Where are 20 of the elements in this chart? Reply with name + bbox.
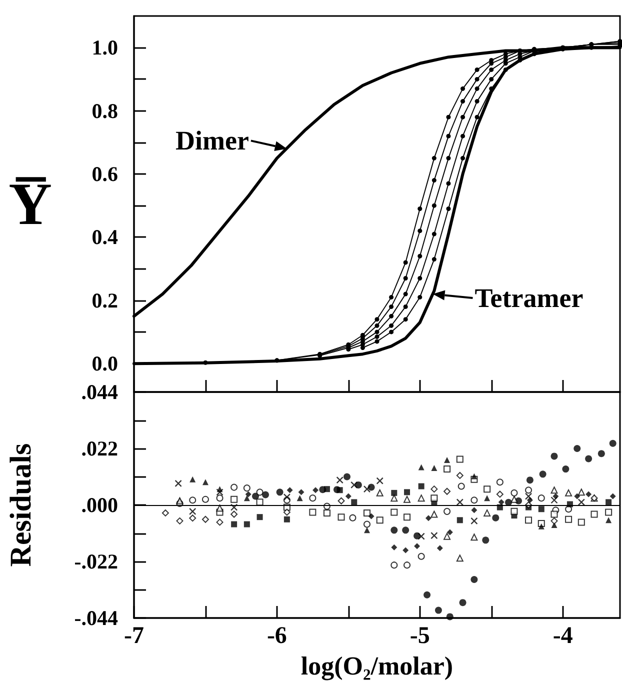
y-tick-label: .000 — [81, 493, 118, 517]
y-tick-label: .022 — [81, 436, 118, 460]
y-tick-label: 1.0 — [92, 36, 118, 60]
x-tick-label: -5 — [410, 623, 430, 649]
y-axis-title: Y̅ — [8, 171, 52, 237]
y-tick-label: 0.2 — [92, 288, 118, 312]
y-tick-label: 0.6 — [92, 162, 118, 186]
y-tick-label: -.022 — [74, 550, 118, 574]
y-tick-label: 0.8 — [92, 98, 118, 123]
y-tick-label: 0.4 — [92, 225, 118, 250]
annotation: Tetramer — [474, 283, 584, 314]
y-axis-title: Residuals — [4, 443, 38, 567]
x-tick-label: -6 — [266, 623, 287, 649]
y-tick-label: -.044 — [74, 606, 118, 630]
x-tick-label: -7 — [124, 623, 144, 649]
annotation: Dimer — [175, 126, 249, 156]
x-axis-title: log(O₂/molar) — [300, 651, 454, 680]
y-tick-label: .044 — [81, 380, 118, 404]
x-tick-label: -4 — [552, 623, 573, 649]
y-tick-label: 0.0 — [92, 352, 118, 376]
